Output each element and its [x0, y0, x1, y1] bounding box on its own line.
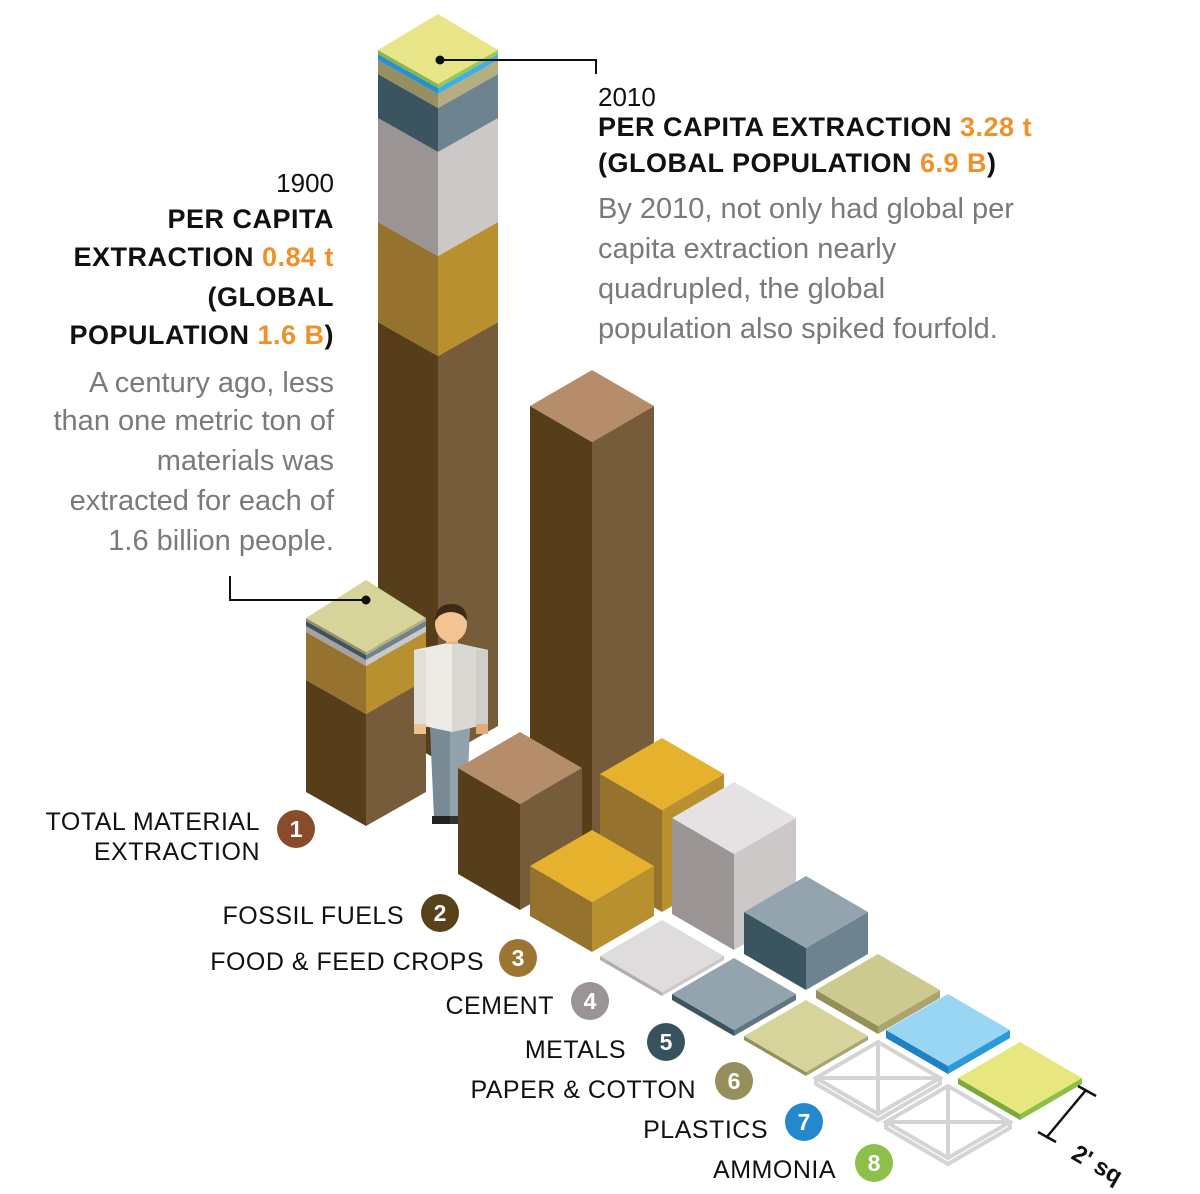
tile-paper-2010	[816, 954, 940, 1034]
legend-item-metals: METALS 5	[525, 1023, 685, 1064]
desc-2010-line: By 2010, not only had global per	[598, 193, 1014, 225]
tile-metals-1900	[672, 958, 796, 1036]
legend-item-total-material-extraction: TOTAL MATERIAL EXTRACTION 1	[46, 808, 315, 866]
desc-2010-line: capita extraction nearly	[598, 233, 897, 265]
population-2010-value: 6.9 B	[920, 148, 987, 178]
tile-plastics-1900-empty	[812, 1039, 944, 1123]
callout-2010-line1: PER CAPITA EXTRACTION 3.28 t	[598, 112, 1032, 142]
svg-text:PLASTICS: PLASTICS	[643, 1116, 768, 1144]
tile-ammonia-1900-empty	[882, 1083, 1014, 1167]
legend-badge-1	[277, 810, 315, 848]
tile-cement-1900	[600, 920, 724, 996]
scale-marker	[1037, 1084, 1097, 1144]
legend-badge-5	[647, 1023, 685, 1061]
callout-1900-line1: PER CAPITA	[167, 204, 334, 234]
cube-metals-2010	[744, 876, 868, 990]
legend-item-food-feed-crops: FOOD & FEED CROPS 3	[210, 939, 537, 977]
cube-crops-1900	[530, 830, 654, 952]
legend-badge-3	[499, 939, 537, 977]
leader-dot-2010	[435, 55, 445, 65]
callout-1900-line4: POPULATION 1.6 B)	[69, 320, 334, 350]
svg-text:5: 5	[660, 1029, 673, 1055]
legend-item-ammonia: AMMONIA 8	[713, 1144, 893, 1184]
population-1900-value: 1.6 B	[257, 320, 324, 350]
year-2010: 2010	[598, 82, 656, 112]
callout-1900-line2: EXTRACTION 0.84 t	[73, 242, 334, 272]
legend-badge-4	[571, 982, 609, 1020]
person-figure	[414, 604, 488, 824]
desc-1900-line: than one metric ton of	[54, 405, 335, 437]
tile-ammonia-2010	[958, 1042, 1082, 1120]
legend-badge-2	[421, 894, 459, 932]
svg-text:2: 2	[434, 900, 447, 926]
desc-1900-line: extracted for each of	[70, 485, 335, 517]
legend-item-paper-cotton: PAPER & COTTON 6	[470, 1062, 753, 1104]
desc-1900-line: A century ago, less	[89, 367, 334, 399]
leader-dot-1900	[361, 595, 371, 605]
scale-label: 2' sq	[1067, 1140, 1127, 1190]
desc-1900-line: 1.6 billion people.	[108, 525, 334, 557]
legend-item-cement: CEMENT 4	[445, 982, 609, 1020]
legend-item-fossil-fuels: FOSSIL FUELS 2	[222, 894, 459, 932]
svg-text:4: 4	[584, 988, 597, 1014]
desc-1900-line: materials was	[157, 445, 334, 477]
svg-text:3: 3	[512, 945, 525, 971]
legend-badge-6	[715, 1062, 753, 1100]
svg-text:7: 7	[798, 1109, 811, 1135]
leader-line-2010	[440, 59, 597, 74]
svg-text:6: 6	[728, 1068, 741, 1094]
svg-text:CEMENT: CEMENT	[445, 992, 554, 1020]
callout-1900: 1900 PER CAPITA EXTRACTION 0.84 t (GLOBA…	[54, 168, 335, 557]
legend-badge-8	[855, 1144, 893, 1182]
svg-text:EXTRACTION: EXTRACTION	[94, 838, 260, 866]
svg-text:AMMONIA: AMMONIA	[713, 1156, 836, 1184]
legend-badge-7	[785, 1103, 823, 1141]
svg-text:METALS: METALS	[525, 1036, 626, 1064]
svg-text:FOOD & FEED CROPS: FOOD & FEED CROPS	[210, 948, 484, 976]
svg-text:8: 8	[868, 1150, 881, 1176]
desc-2010-line: population also spiked fourfold.	[598, 313, 998, 345]
svg-text:TOTAL MATERIAL: TOTAL MATERIAL	[46, 808, 260, 836]
per-capita-1900-value: 0.84 t	[262, 242, 334, 272]
svg-text:1: 1	[290, 816, 303, 842]
leader-line-1900	[229, 576, 366, 601]
callout-2010-line2: (GLOBAL POPULATION 6.9 B)	[598, 148, 997, 178]
callout-1900-line3: (GLOBAL	[208, 282, 334, 312]
tile-paper-1900	[744, 1000, 868, 1076]
svg-text:FOSSIL FUELS: FOSSIL FUELS	[222, 902, 404, 930]
legend-item-plastics: PLASTICS 7	[643, 1103, 823, 1144]
column-1900-total	[306, 580, 426, 826]
callout-2010: 2010 PER CAPITA EXTRACTION 3.28 t (GLOBA…	[598, 82, 1032, 345]
desc-2010-line: quadrupled, the global	[598, 273, 885, 305]
per-capita-2010-value: 3.28 t	[960, 112, 1032, 142]
tile-plastics-2010	[886, 994, 1010, 1074]
cube-fossil-fuels-2010	[530, 370, 654, 860]
legend: TOTAL MATERIAL EXTRACTION 1 FOSSIL FUELS…	[46, 808, 893, 1184]
year-1900: 1900	[276, 168, 334, 198]
svg-text:PAPER & COTTON: PAPER & COTTON	[470, 1076, 696, 1104]
